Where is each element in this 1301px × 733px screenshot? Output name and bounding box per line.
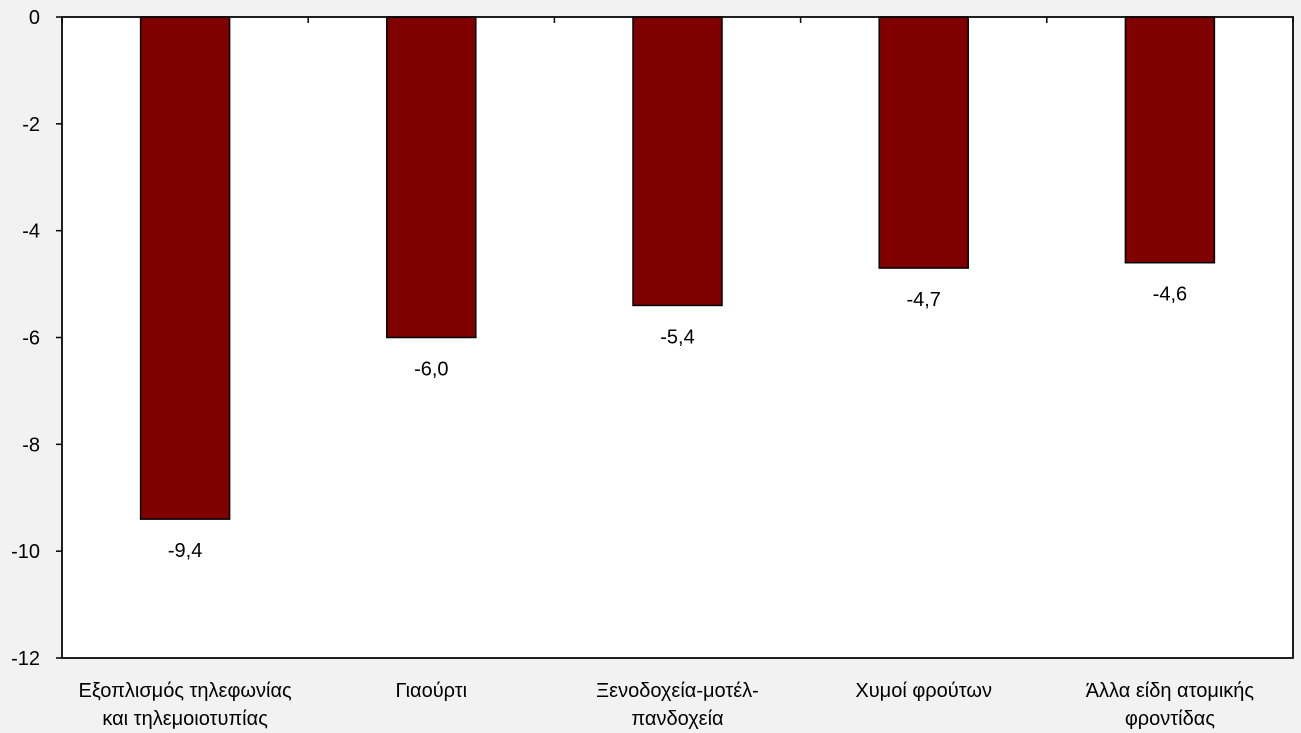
bar [632, 16, 723, 307]
category-label: Εξοπλισμός τηλεφωνίας [78, 680, 292, 702]
y-tick-label: -4 [22, 221, 40, 243]
bar-value-label: -9,4 [168, 540, 202, 562]
bar-value-label: -4,7 [906, 289, 940, 311]
data-labels: -9,4 -6,0 -5,4 -4,7 -4,6 [168, 284, 1187, 562]
category-label: Χυμοί φρούτων [855, 680, 992, 702]
bar-series [139, 16, 1216, 520]
bar-value-label: -4,6 [1153, 284, 1187, 306]
bar [1124, 16, 1216, 264]
bar-value-label: -6,0 [414, 359, 448, 381]
bar [386, 16, 477, 339]
y-tick-label: -2 [22, 114, 40, 136]
bar [139, 16, 231, 520]
y-tick-label: 0 [29, 7, 40, 29]
category-label: Ξενοδοχεία-μοτέλ- [596, 680, 759, 702]
category-labels: Εξοπλισμός τηλεφωνίας και τηλεμοιοτυπίας Γ… [78, 680, 1254, 730]
y-tick-label: -10 [11, 541, 40, 563]
category-label: φροντίδας [1125, 708, 1216, 730]
bar [878, 16, 969, 269]
y-tick-label: -6 [22, 328, 40, 350]
category-label: πανδοχεία [631, 708, 723, 730]
y-tick-label: -12 [11, 648, 40, 670]
y-tick-label: -8 [22, 434, 40, 456]
y-axis: 0 -2 -4 -6 -8 -10 -12 [11, 7, 62, 670]
plot-border [61, 16, 1294, 659]
category-label: Γιαούρτι [395, 680, 467, 702]
category-label: Άλλα είδη ατομικής [1086, 680, 1255, 702]
category-label: και τηλεμοιοτυπίας [102, 708, 268, 730]
bar-value-label: -5,4 [660, 326, 694, 348]
